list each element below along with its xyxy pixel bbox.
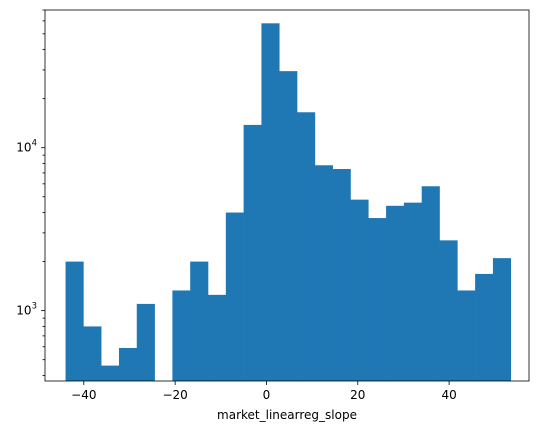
y-axis-ticks: 103 104 [16,9,45,376]
histogram-bar-13 [297,112,316,381]
histogram-bar-0 [65,261,84,381]
histogram-bar-20 [421,186,440,381]
histogram-bar-22 [457,290,476,381]
x-tick-label: 20 [350,388,365,402]
x-axis-ticks: −40 −20 0 20 40 [71,381,457,402]
histogram-bar-2 [101,365,120,381]
histogram-bar-9 [225,212,244,381]
x-tick-label: 0 [263,388,271,402]
histogram-bar-16 [350,199,369,381]
histogram-bar-7 [190,261,209,381]
histogram-bar-14 [314,165,333,381]
histogram-bar-3 [118,347,138,381]
x-tick-label: −20 [162,388,187,402]
histogram-bar-23 [475,273,494,381]
y-tick-label: 103 [16,302,37,318]
histogram-bar-1 [83,326,102,381]
histogram-bar-21 [439,240,458,381]
histogram-bar-6 [172,290,191,381]
x-tick-label: 40 [441,388,456,402]
histogram-bar-15 [332,169,351,381]
x-tick-label: −40 [71,388,96,402]
histogram-bar-8 [208,294,227,381]
x-axis-label: market_linearreg_slope [217,408,357,422]
histogram-bar-24 [492,258,512,381]
histogram-bars [65,23,512,382]
histogram-bar-17 [368,218,387,381]
histogram-bar-12 [279,71,298,382]
histogram-bar-4 [136,303,155,381]
histogram-bar-10 [243,124,262,381]
plot-frame [44,9,530,382]
y-tick-label: 104 [16,139,37,155]
histogram-bar-11 [261,23,280,382]
histogram-bar-19 [403,202,422,381]
histogram-bar-18 [386,205,405,381]
